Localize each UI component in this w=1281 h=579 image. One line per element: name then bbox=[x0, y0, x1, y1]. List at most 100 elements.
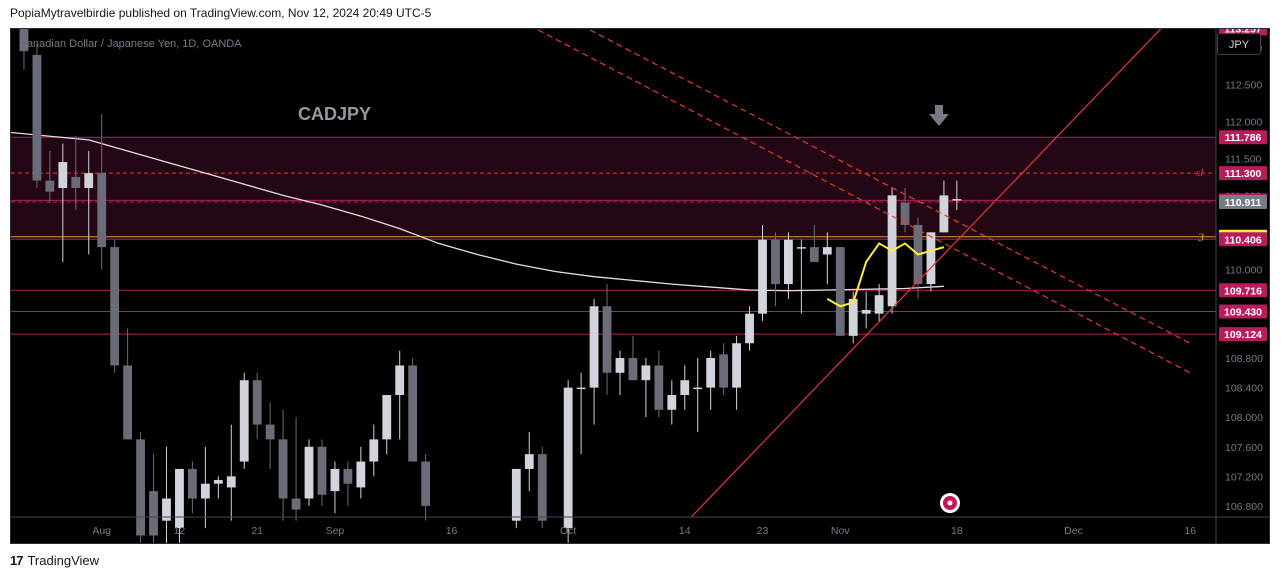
candle[interactable] bbox=[278, 409, 288, 521]
candle[interactable] bbox=[71, 136, 81, 211]
candle-body bbox=[809, 247, 819, 262]
price-label: 109.716 bbox=[1219, 283, 1267, 298]
candle-body bbox=[900, 202, 910, 225]
candle[interactable] bbox=[784, 232, 793, 299]
candle[interactable] bbox=[226, 424, 236, 521]
candle[interactable] bbox=[330, 461, 340, 514]
candle[interactable] bbox=[563, 380, 573, 543]
candle[interactable] bbox=[421, 454, 431, 521]
candle[interactable] bbox=[861, 291, 871, 329]
down-arrow-icon bbox=[929, 105, 949, 126]
candle-body bbox=[693, 387, 703, 390]
candle[interactable] bbox=[213, 476, 223, 499]
price-labels-layer: 113.257111.786111.300110.933110.911110.4… bbox=[1219, 29, 1267, 342]
candle[interactable] bbox=[19, 29, 29, 70]
candle[interactable] bbox=[239, 372, 249, 469]
candle[interactable] bbox=[680, 365, 690, 410]
candle[interactable] bbox=[589, 298, 599, 425]
candle[interactable] bbox=[97, 114, 107, 270]
candle[interactable] bbox=[641, 358, 651, 418]
price-label-text: 110.406 bbox=[1224, 234, 1262, 246]
candle[interactable] bbox=[615, 350, 625, 395]
candle[interactable] bbox=[252, 372, 262, 440]
candle[interactable] bbox=[136, 431, 145, 543]
y-tick-label: 106.800 bbox=[1225, 501, 1263, 513]
candle[interactable] bbox=[745, 306, 754, 351]
candle[interactable] bbox=[939, 180, 949, 233]
candle[interactable] bbox=[628, 335, 638, 381]
candle[interactable] bbox=[304, 439, 314, 506]
candle[interactable] bbox=[369, 424, 379, 477]
candle[interactable] bbox=[913, 217, 923, 299]
candle-body bbox=[175, 468, 184, 529]
candle[interactable] bbox=[537, 446, 547, 529]
candle-body bbox=[628, 358, 638, 381]
candle-body bbox=[524, 454, 534, 469]
candle[interactable] bbox=[149, 454, 158, 544]
dashed-trendline bbox=[535, 29, 1191, 374]
candle[interactable] bbox=[719, 343, 729, 395]
candle[interactable] bbox=[926, 232, 936, 292]
candle[interactable] bbox=[822, 232, 832, 285]
candle-body bbox=[861, 309, 871, 314]
candle[interactable] bbox=[524, 431, 534, 492]
candle[interactable] bbox=[58, 143, 68, 262]
chart-frame[interactable]: sl3 113.000112.500112.000111.500111.0001… bbox=[10, 28, 1270, 544]
record-icon[interactable] bbox=[940, 493, 960, 513]
candle[interactable] bbox=[382, 395, 392, 455]
candle[interactable] bbox=[45, 151, 55, 203]
price-label: 109.124 bbox=[1219, 327, 1267, 342]
candle[interactable] bbox=[200, 446, 210, 529]
price-label-text: 111.786 bbox=[1225, 132, 1262, 144]
candle[interactable] bbox=[758, 224, 767, 322]
candle[interactable] bbox=[771, 232, 780, 307]
candle[interactable] bbox=[693, 358, 703, 432]
candle[interactable] bbox=[576, 372, 586, 455]
candle[interactable] bbox=[110, 239, 120, 373]
candle[interactable] bbox=[511, 468, 521, 529]
candle[interactable] bbox=[796, 239, 806, 314]
candle[interactable] bbox=[187, 461, 197, 514]
candle[interactable] bbox=[952, 180, 962, 211]
candle[interactable] bbox=[706, 350, 716, 410]
candle[interactable] bbox=[667, 380, 677, 425]
price-label-bg bbox=[1219, 283, 1267, 298]
candle[interactable] bbox=[900, 187, 910, 233]
x-tick-label: Dec bbox=[1064, 525, 1083, 537]
candle[interactable] bbox=[32, 43, 42, 188]
currency-button[interactable]: JPY bbox=[1217, 33, 1261, 55]
candle[interactable] bbox=[356, 446, 366, 499]
candle[interactable] bbox=[123, 328, 133, 440]
candle-body bbox=[874, 295, 884, 314]
candle-body bbox=[421, 461, 431, 506]
candle-body bbox=[45, 180, 55, 192]
candle[interactable] bbox=[809, 224, 819, 262]
candle[interactable] bbox=[265, 402, 275, 469]
candle[interactable] bbox=[343, 461, 353, 506]
candles-layer bbox=[19, 29, 962, 544]
candle[interactable] bbox=[395, 350, 405, 440]
candle[interactable] bbox=[835, 247, 845, 336]
candle-body bbox=[822, 247, 832, 255]
candle[interactable] bbox=[654, 350, 664, 418]
candle[interactable] bbox=[408, 358, 418, 462]
candle[interactable] bbox=[84, 151, 94, 255]
candle[interactable] bbox=[874, 284, 884, 322]
price-label-bg bbox=[1219, 304, 1267, 319]
candle[interactable] bbox=[317, 439, 327, 506]
price-label-bg bbox=[1219, 232, 1267, 247]
candle-body bbox=[732, 343, 741, 388]
candlestick-chart[interactable]: sl3 113.000112.500112.000111.500111.0001… bbox=[11, 29, 1270, 544]
x-tick-label: Oct bbox=[560, 525, 576, 537]
price-label: 111.300 bbox=[1219, 166, 1267, 181]
candle[interactable] bbox=[602, 284, 612, 395]
price-label-text: 111.300 bbox=[1225, 168, 1262, 180]
x-tick-label: 16 bbox=[446, 525, 458, 537]
symbol-watermark: CADJPY bbox=[298, 104, 371, 124]
candle[interactable] bbox=[848, 291, 858, 344]
candle[interactable] bbox=[162, 446, 171, 544]
candle[interactable] bbox=[175, 468, 184, 544]
candle[interactable] bbox=[291, 417, 301, 521]
zone-rect bbox=[11, 200, 1216, 240]
candle[interactable] bbox=[732, 335, 741, 410]
